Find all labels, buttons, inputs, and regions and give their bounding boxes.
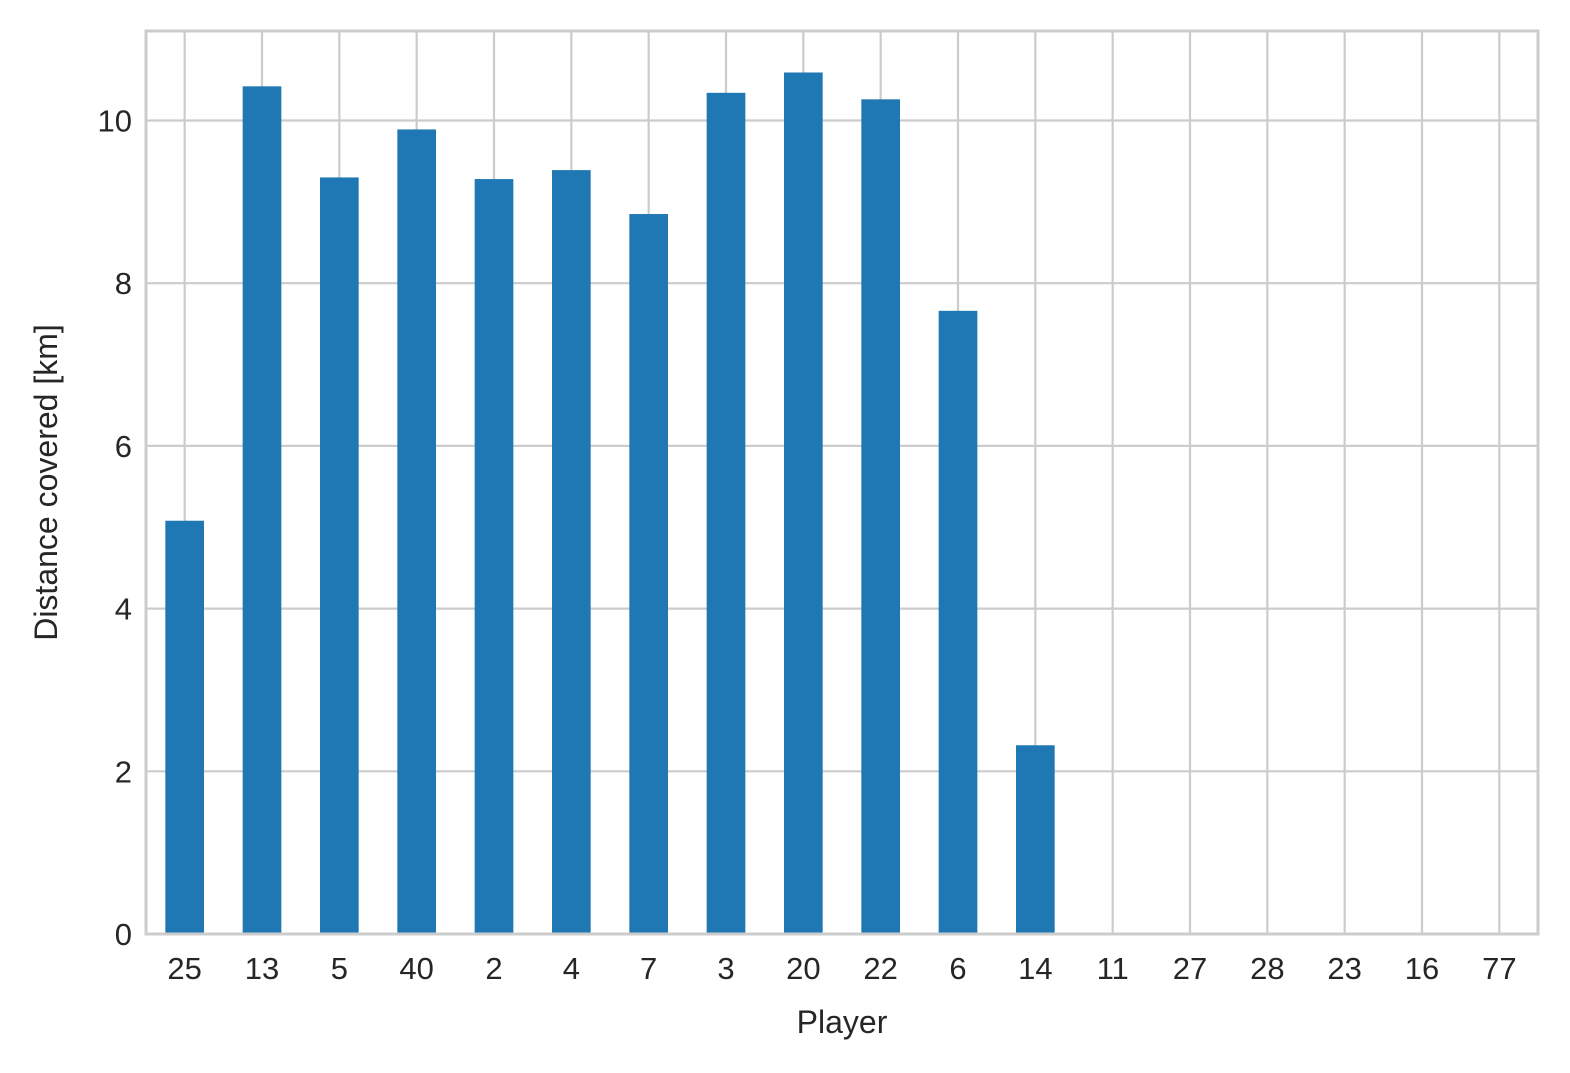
plot-frame	[144, 29, 1540, 936]
x-tick-label: 3	[717, 951, 734, 986]
x-tick-label: 22	[863, 951, 897, 986]
bar-player-3	[706, 92, 746, 934]
x-tick-label: 16	[1405, 951, 1439, 986]
y-tick-label: 4	[115, 592, 132, 627]
x-axis-label: Player	[797, 1004, 888, 1040]
x-tick-label: 4	[563, 951, 580, 986]
x-tick-label: 6	[949, 951, 966, 986]
x-tick-label: 25	[167, 951, 201, 986]
x-tick-label: 40	[399, 951, 433, 986]
y-tick-label: 10	[98, 103, 132, 138]
bar-player-40	[397, 129, 436, 935]
x-tick-label: 13	[245, 951, 279, 986]
y-tick-label: 6	[115, 429, 132, 464]
x-tick-label: 14	[1018, 951, 1052, 986]
x-tick-label: 7	[640, 951, 657, 986]
x-tick-label: 23	[1327, 951, 1361, 986]
x-tick-label: 2	[485, 951, 502, 986]
y-tick-label: 8	[115, 266, 132, 301]
x-tick-label: 20	[786, 951, 820, 986]
bar-player-2	[474, 179, 514, 935]
bar-player-22	[861, 99, 900, 934]
y-tick-label: 2	[115, 754, 132, 789]
bars	[165, 72, 1055, 935]
bar-player-4	[552, 170, 591, 934]
bar-player-20	[784, 72, 823, 934]
x-tick-label: 5	[331, 951, 348, 986]
y-tick-label: 0	[115, 917, 132, 952]
x-tick-label: 77	[1482, 951, 1516, 986]
x-tick-label: 11	[1097, 951, 1129, 986]
x-tick-label: 28	[1250, 951, 1284, 986]
x-tick-labels: 25 13 5 40 2 4 7 3 20 22 6 14 11 27 28 23 16 77	[167, 951, 1516, 986]
bar-player-6	[938, 310, 978, 935]
bar-player-7	[629, 214, 668, 935]
bar-player-25	[165, 520, 204, 934]
bar-player-14	[1016, 745, 1055, 934]
bar-player-13	[242, 86, 282, 935]
x-tick-label: 27	[1173, 951, 1207, 986]
y-tick-labels: 0 2 4 6 8 10	[98, 103, 132, 952]
y-axis-label: Distance covered [km]	[28, 324, 64, 641]
bar-player-5	[320, 177, 359, 934]
